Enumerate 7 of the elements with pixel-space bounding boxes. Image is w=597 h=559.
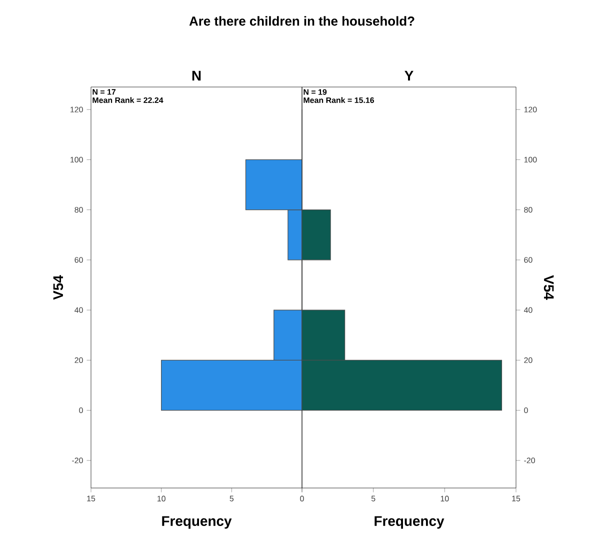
chart-subtitle: Y bbox=[404, 70, 414, 80]
x-axis-title: Frequency bbox=[374, 516, 444, 529]
x-axis-title: Frequency bbox=[162, 516, 232, 529]
y-axis-title: V54 bbox=[53, 275, 64, 300]
chart-title: Are there children in the household? bbox=[189, 16, 414, 26]
chart-subtitle: N bbox=[192, 70, 201, 80]
y-axis-title: V54 bbox=[544, 275, 554, 300]
